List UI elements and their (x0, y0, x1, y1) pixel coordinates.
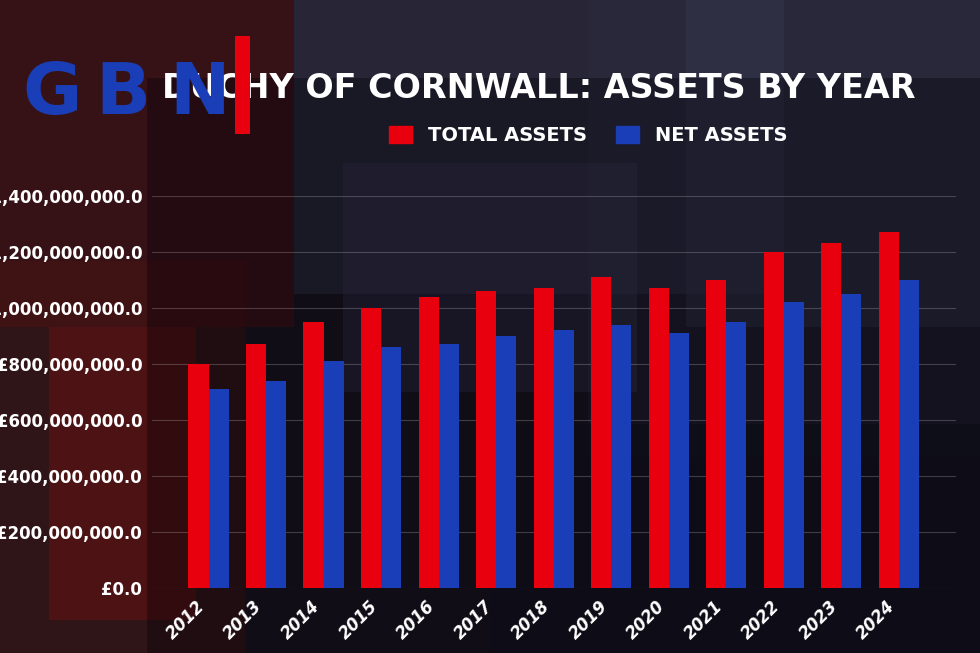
Bar (209, 389, 228, 588)
Bar (841, 294, 861, 588)
Bar (899, 280, 919, 588)
Text: DUCHY OF CORNWALL: ASSETS BY YEAR: DUCHY OF CORNWALL: ASSETS BY YEAR (163, 72, 915, 105)
Bar (439, 344, 459, 588)
Bar (668, 333, 689, 588)
Text: B: B (96, 60, 151, 129)
Bar (267, 381, 286, 588)
Bar (188, 364, 209, 588)
Bar (294, 0, 784, 294)
Bar (246, 344, 267, 588)
Bar (235, 36, 250, 134)
Text: G: G (23, 60, 81, 129)
Bar (821, 244, 841, 588)
Bar (49, 326, 196, 620)
Bar (588, 0, 980, 457)
Bar (763, 252, 784, 588)
Bar (418, 296, 439, 588)
Bar (496, 336, 516, 588)
Bar (304, 322, 323, 588)
Bar (147, 78, 980, 653)
Text: N: N (170, 60, 229, 129)
Bar (0, 261, 245, 653)
Bar (591, 277, 612, 588)
Bar (707, 280, 726, 588)
Legend: TOTAL ASSETS, NET ASSETS: TOTAL ASSETS, NET ASSETS (377, 114, 799, 157)
Bar (686, 0, 980, 326)
Bar (649, 288, 668, 588)
Bar (361, 308, 381, 588)
Bar (381, 347, 401, 588)
Bar (784, 302, 804, 588)
Bar (323, 361, 344, 588)
Bar (0, 0, 294, 326)
Bar (879, 232, 899, 588)
Bar (554, 330, 574, 588)
Bar (476, 291, 496, 588)
Bar (533, 288, 554, 588)
Bar (726, 322, 747, 588)
Bar (612, 325, 631, 588)
Bar (343, 163, 637, 392)
Bar (490, 424, 980, 653)
